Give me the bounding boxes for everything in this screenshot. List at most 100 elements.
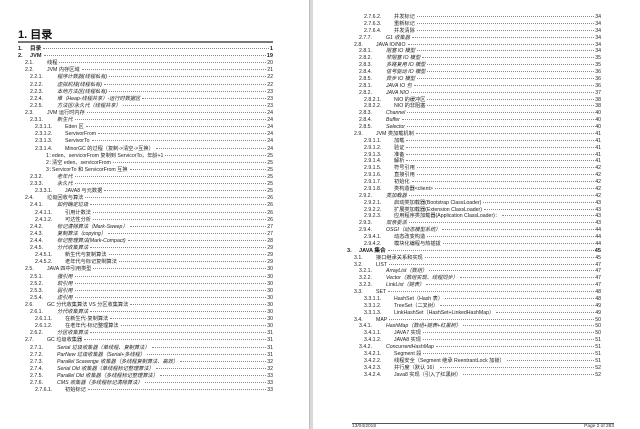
toc-entry[interactable]: 2.8.3. 多路复用 IO 模型 35 (347, 62, 601, 69)
toc-entry[interactable]: 1： eden、servicorFrom 复制到 ServicorTo，年龄+1 2… (18, 153, 273, 160)
toc-entry[interactable]: 2.9.1.2. 验证 41 (347, 145, 601, 152)
toc-entry[interactable]: 2.7.6.3. 重新标记 34 (347, 21, 601, 28)
toc-entry[interactable]: 2.8.2. JAVA NIO 37 (347, 90, 601, 97)
toc-entry[interactable]: 3.4.2.2. 线程安全（Segment 继承 ReentrantLock 加锁… (347, 358, 601, 365)
toc-entry[interactable]: 3.2.3. LinkList（链表） 47 (347, 282, 601, 289)
toc-entry[interactable]: 2.9.1.4. 解析 41 (347, 158, 601, 165)
toc-entry[interactable]: 2.7.6.4. 并发清除 34 (347, 28, 601, 35)
toc-entry[interactable]: 3.4.2.4. Java8 实现（引入了红黑树） 52 (347, 372, 601, 379)
toc-entry[interactable]: 2.9.4.1. 动态改变构造 44 (347, 234, 601, 241)
toc-entry[interactable]: 2.8.2.2. NIO 的非阻塞 38 (347, 103, 601, 110)
toc-entry[interactable]: 3.4.2. ConcurrentHashMap 51 (347, 344, 601, 351)
toc-entry[interactable]: 2.9.2.3. 应用程序类加载器(Application ClassLoader… (347, 213, 601, 220)
toc-entry[interactable]: 2.7.6. CMS 收集器（多线程标记清除算法） 33 (18, 380, 273, 387)
toc-entry[interactable]: 2.9.1.7. 初始化 42 (347, 179, 601, 186)
toc-entry[interactable]: 2.7.5. Parallel Old 收集器（多线程标记整理算法） 33 (18, 373, 273, 380)
toc-entry[interactable]: 2.8.3. Channel 40 (347, 110, 601, 117)
toc-entry[interactable]: 3.3.1.3. LinkHashSet（HashSet+LinkedHashMa… (347, 310, 601, 317)
toc-entry[interactable]: 2.9. JVM 类加载机制 41 (347, 131, 601, 138)
toc-entry[interactable]: 2.3.1.1. Eden 区 24 (18, 124, 273, 131)
toc-entry[interactable]: 2.3.2. 老年代 25 (18, 174, 273, 181)
toc-entry[interactable]: 2.7.2. ParNew 垃圾收集器（Serial+多线程） 31 (18, 352, 273, 359)
toc-entry[interactable]: 2.9.4. OSGI（动态模型系统） 44 (347, 227, 601, 234)
toc-entry[interactable]: 2.8.4. 信号驱动 IO 模型 36 (347, 69, 601, 76)
toc-entry[interactable]: 3.4.1.2. JAVA8 实现 51 (347, 337, 601, 344)
toc-entry[interactable]: 2.9.1.1. 加载 41 (347, 138, 601, 145)
toc-entry[interactable]: 2.4.5.2. 老年代与标记复制算法 29 (18, 259, 273, 266)
toc-entry[interactable]: 2.5.3. 弱引用 30 (18, 288, 273, 295)
toc-entry[interactable]: 2.2.1. 程序计数器(线程私有) 22 (18, 74, 273, 81)
toc-entry[interactable]: 3.1. 接口继承关系和实现 45 (347, 255, 601, 262)
toc-entry[interactable]: 2.1. 线程 20 (18, 60, 273, 67)
toc-entry[interactable]: 3.4.1.1. JAVA7 实现 50 (347, 330, 601, 337)
toc-entry[interactable]: 2.3.3.1. JAVA8 与元数据 25 (18, 188, 273, 195)
toc-entry[interactable]: 2.4.3. 复制算法（copying） 27 (18, 231, 273, 238)
toc-entry[interactable]: 2.7.3. Parallel Scavenge 收集器（多线程复制算法、高效） 3… (18, 359, 273, 366)
toc-entry[interactable]: 2.4.1. 如何确定垃圾 26 (18, 202, 273, 209)
toc-entry[interactable]: 2.6.1.2. 在老年代-标记整理算法 30 (18, 323, 273, 330)
toc-entry[interactable]: 2.4.2. 标记清除算法（Mark-Sweep） 27 (18, 224, 273, 231)
toc-entry[interactable]: 2.4.1.2. 可达性分析 26 (18, 217, 273, 224)
toc-entry[interactable]: 3.4.2.1. Segment 段 51 (347, 351, 601, 358)
toc-entry[interactable]: 2.9.2.2. 扩展类加载器(Extension ClassLoader) 43 (347, 207, 601, 214)
toc-entry[interactable]: 2.7. GC 垃圾收集器 31 (18, 337, 273, 344)
toc-entry[interactable]: 2.3.1.4. MinorGC 的过程（复制->清空->互换） 24 (18, 146, 273, 153)
toc-entry[interactable]: 2.2.4. 堆（Heap-线程共享）-运行时数据区 23 (18, 96, 273, 103)
toc-entry[interactable]: 2.4.4. 标记整理算法(Mark-Compact) 28 (18, 238, 273, 245)
toc-entry[interactable]: 2.5. JAVA 四中引用类型 30 (18, 266, 273, 273)
toc-entry[interactable]: 3.2.1. ArrayList（数组） 47 (347, 268, 601, 275)
toc-entry[interactable]: 2.4.1.1. 引用计数法 26 (18, 210, 273, 217)
toc-entry[interactable]: 2.3.1. 新生代 24 (18, 117, 273, 124)
toc-entry[interactable]: 3.4.2.3. 并行度（默认 16） 52 (347, 365, 601, 372)
toc-entry[interactable]: 2.7.6.2. 并发标记 34 (347, 14, 601, 21)
toc-entry[interactable]: 2.2.3. 本地方法区(线程私有) 23 (18, 89, 273, 96)
toc-entry[interactable]: 2.9.1.8. 类构造器<client> 42 (347, 186, 601, 193)
toc-entry[interactable]: 2.8.5. Selector 40 (347, 124, 601, 131)
toc-entry[interactable]: 2.9.1.5. 符号引用 42 (347, 165, 601, 172)
toc-entry[interactable]: 2.4.5.1. 新生代与复制算法 29 (18, 252, 273, 259)
toc-entry[interactable]: 2.8. JAVA IO/NIO 34 (347, 42, 601, 49)
toc-entry[interactable]: 2.2. JVM 内存区域 21 (18, 67, 273, 74)
toc-entry[interactable]: 2.3.1.2. ServivorFrom 24 (18, 131, 273, 138)
toc-entry[interactable]: 2.8.1. JAVA IO 包 36 (347, 83, 601, 90)
toc-entry[interactable]: 2.7.1. Serial 垃圾收集器（单线程、复制算法） 31 (18, 345, 273, 352)
toc-entry[interactable]: 2.5.4. 虚引用 30 (18, 295, 273, 302)
toc-entry[interactable]: 3.3.1.2. TreeSet（二叉树） 49 (347, 303, 601, 310)
toc-entry[interactable]: 3.2. LIST 47 (347, 262, 601, 269)
toc-entry[interactable]: 2. JVM 19 (18, 53, 273, 60)
toc-entry[interactable]: 2.6.2. 分区收集算法 31 (18, 330, 273, 337)
toc-entry[interactable]: 3.2.2. Vector（数组实现、线程同步） 47 (347, 275, 601, 282)
toc-entry[interactable]: 2.5.1. 强引用 30 (18, 274, 273, 281)
toc-entry[interactable]: 2.9.1.3. 准备 41 (347, 152, 601, 159)
toc-entry[interactable]: 2.7.4. Serial Old 收集器（单线程标记整理算法） 32 (18, 366, 273, 373)
toc-entry[interactable]: 2.9.2.1. 启动类加载器(Bootstrap ClassLoader) 43 (347, 200, 601, 207)
toc-entry[interactable]: 2.6.1.1. 在新生代-复制算法 30 (18, 316, 273, 323)
toc-entry[interactable]: 2.9.4.2. 模块化编程与热插拔 44 (347, 241, 601, 248)
toc-entry[interactable]: 2.8.5. 异步 IO 模型 36 (347, 76, 601, 83)
toc-entry[interactable]: 2.8.2.1. NIO 的缓冲区 38 (347, 97, 601, 104)
toc-entry[interactable]: 2.9.3. 双亲委派 43 (347, 220, 601, 227)
toc-entry[interactable]: 2.3. JVM 运行时内存 24 (18, 110, 273, 117)
toc-entry[interactable]: 3.4.1. HashMap（数组+链表+红黑树） 50 (347, 323, 601, 330)
toc-entry[interactable]: 2.9.2. 类加载器 42 (347, 193, 601, 200)
toc-entry[interactable]: 2： 清空 eden、servicorFrom 25 (18, 160, 273, 167)
toc-entry[interactable]: 3： ServicorTo 和 ServicorFrom 互换 25 (18, 167, 273, 174)
toc-entry[interactable]: 2.9.1.6. 直接引用 42 (347, 172, 601, 179)
toc-entry[interactable]: 2.7.7. G1 收集器 34 (347, 35, 601, 42)
toc-entry[interactable]: 2.8.4. Buffer 40 (347, 117, 601, 124)
toc-entry[interactable]: 2.8.1. 阻塞 IO 模型 34 (347, 48, 601, 55)
toc-entry[interactable]: 3. JAVA 集合 45 (347, 248, 601, 255)
toc-entry[interactable]: 2.6.1. 分代收集算法 30 (18, 309, 273, 316)
toc-entry[interactable]: 2.4.5. 分代收集算法 29 (18, 245, 273, 252)
toc-entry[interactable]: 2.4. 垃圾回收与算法 26 (18, 195, 273, 202)
toc-entry[interactable]: 2.5.2. 软引用 30 (18, 281, 273, 288)
toc-entry[interactable]: 2.2.2. 虚拟机栈(线程私有) 22 (18, 82, 273, 89)
toc-entry[interactable]: 1. 目录 1 (18, 46, 273, 53)
toc-entry[interactable]: 3.3. SET 48 (347, 289, 601, 296)
toc-entry[interactable]: 2.2.5. 方法区/永久代（线程共享） 23 (18, 103, 273, 110)
toc-entry[interactable]: 3.3.1.1. HashSet（Hash 表） 48 (347, 296, 601, 303)
toc-entry[interactable]: 3.4. MAP 50 (347, 317, 601, 324)
toc-entry[interactable]: 2.6. GC 分代收集算法 VS 分区收集算法 30 (18, 302, 273, 309)
toc-entry[interactable]: 2.7.6.1. 初始标记 33 (18, 387, 273, 394)
toc-entry[interactable]: 2.8.2. 非阻塞 IO 模型 35 (347, 55, 601, 62)
